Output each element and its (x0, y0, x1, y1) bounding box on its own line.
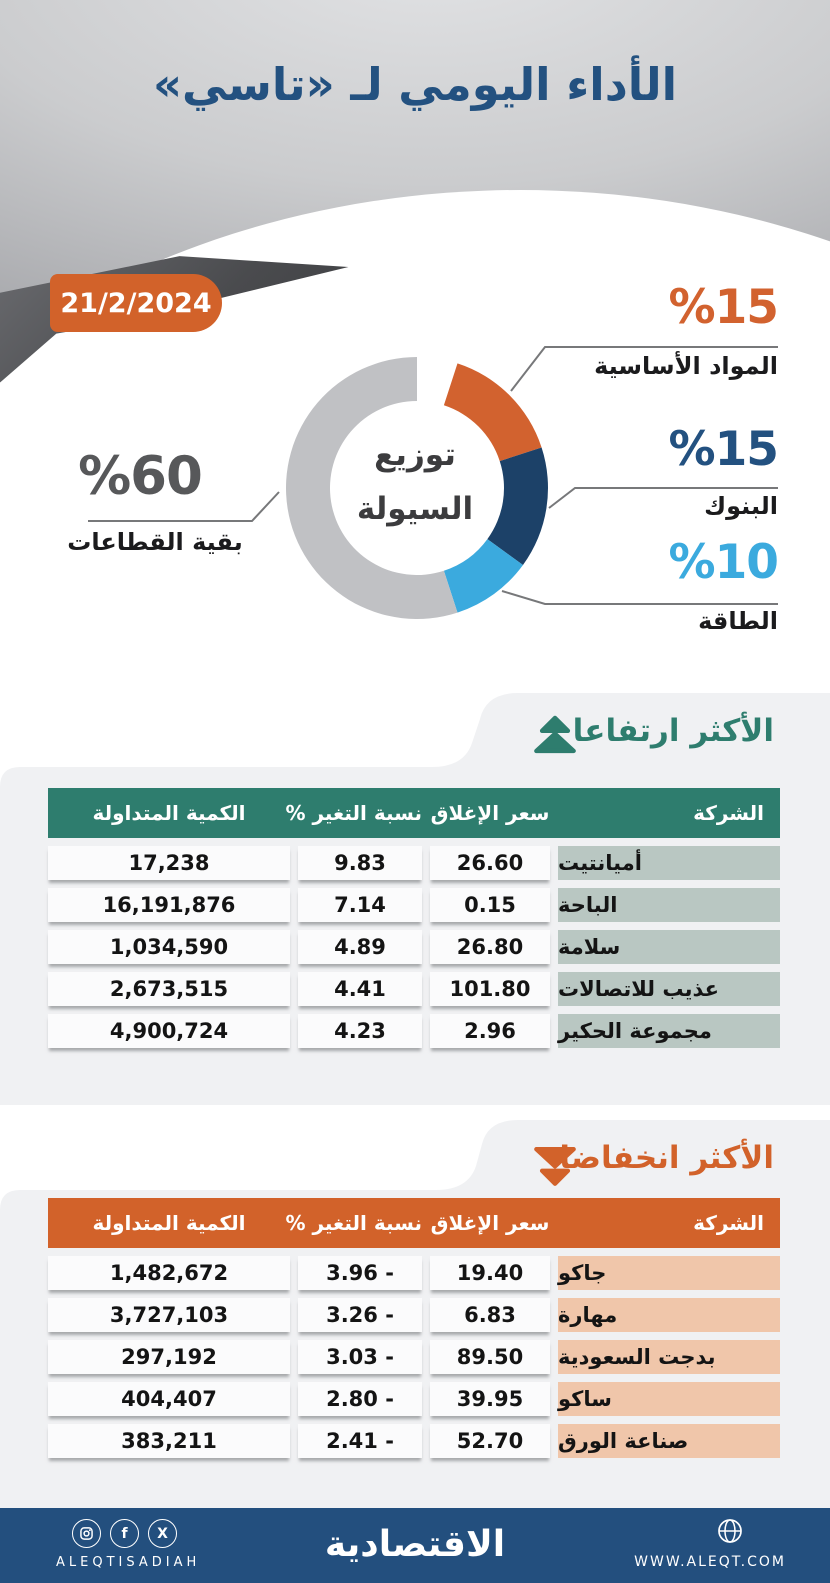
table-row: 2,673,515 4.41 101.80 عذيب للاتصالات (48, 972, 780, 1006)
facebook-icon[interactable]: f (110, 1519, 139, 1548)
slice-value-energy: %10 (668, 535, 779, 590)
top-losers-section: الأكثر انخفاضا الكمية المتداولة نسبة الت… (0, 1120, 830, 1508)
liquidity-donut-chart (286, 357, 548, 619)
column-header-company: الشركة (693, 1211, 764, 1235)
donut-center-line1: توزيع (374, 437, 456, 473)
donut-slice (443, 539, 523, 613)
volume-cell: 17,238 (48, 846, 290, 880)
globe-icon (716, 1517, 744, 1549)
table-row: 3,727,103 3.26 - 6.83 مهارة (48, 1298, 780, 1332)
date-badge: 21/2/2024 (50, 274, 222, 332)
change-cell: 4.23 (298, 1014, 422, 1048)
slice-label-energy: الطاقة (698, 607, 778, 635)
close-price-cell: 101.80 (430, 972, 550, 1006)
slice-value-basic-materials: %15 (668, 280, 779, 335)
column-header-volume: الكمية المتداولة (92, 1211, 246, 1235)
donut-center-line2: السيولة (356, 491, 474, 528)
website-url[interactable]: WWW.ALEQT.COM (634, 1554, 786, 1570)
gainers-table-rows: 17,238 9.83 26.60 أميانتيت 16,191,876 7.… (48, 846, 780, 1056)
volume-cell: 2,673,515 (48, 972, 290, 1006)
gainers-section-title: الأكثر ارتفاعا (572, 713, 774, 749)
close-price-cell: 26.80 (430, 930, 550, 964)
change-cell: 7.14 (298, 888, 422, 922)
slice-label-other-sectors: بقية القطاعات (67, 528, 243, 556)
company-cell: صناعة الورق (558, 1424, 780, 1458)
table-row: 16,191,876 7.14 0.15 الباحة (48, 888, 780, 922)
table-row: 1,034,590 4.89 26.80 سلامة (48, 930, 780, 964)
slice-value-other-sectors: %60 (78, 446, 203, 507)
instagram-icon[interactable] (72, 1519, 101, 1548)
donut-slice (443, 363, 542, 462)
losers-section-title: الأكثر انخفاضا (559, 1140, 774, 1176)
volume-cell: 383,211 (48, 1424, 290, 1458)
close-price-cell: 39.95 (430, 1382, 550, 1416)
change-cell: 3.26 - (298, 1298, 422, 1332)
column-header-change: نسبة التغير % (285, 1211, 422, 1235)
page-title: الأداء اليومي لـ «تاسي» (152, 58, 678, 111)
column-header-close: سعر الإغلاق (430, 801, 550, 825)
change-cell: 9.83 (298, 846, 422, 880)
close-price-cell: 0.15 (430, 888, 550, 922)
top-gainers-section: الأكثر ارتفاعا الكمية المتداولة نسبة الت… (0, 693, 830, 1105)
close-price-cell: 26.60 (430, 846, 550, 880)
company-cell: ساكو (558, 1382, 780, 1416)
brand-logo: الاقتصادية (324, 1524, 506, 1565)
callout-leader-lines (88, 346, 778, 605)
social-handle: ALEQTISADIAH (56, 1555, 201, 1570)
column-header-close: سعر الإغلاق (430, 1211, 550, 1235)
change-cell: 4.89 (298, 930, 422, 964)
company-cell: مجموعة الحكير (558, 1014, 780, 1048)
table-row: 404,407 2.80 - 39.95 ساكو (48, 1382, 780, 1416)
change-cell: 2.80 - (298, 1382, 422, 1416)
change-cell: 2.41 - (298, 1424, 422, 1458)
volume-cell: 297,192 (48, 1340, 290, 1374)
slice-value-banks: %15 (668, 422, 779, 477)
footer-bar: f X ALEQTISADIAH الاقتصادية WWW.ALEQT.CO… (0, 1508, 830, 1583)
donut-center-label: توزيع السيولة (315, 428, 515, 537)
close-price-cell: 19.40 (430, 1256, 550, 1290)
losers-table-header: الكمية المتداولة نسبة التغير % سعر الإغل… (48, 1198, 780, 1248)
table-row: 1,482,672 3.96 - 19.40 جاكو (48, 1256, 780, 1290)
change-cell: 3.03 - (298, 1340, 422, 1374)
company-cell: مهارة (558, 1298, 780, 1332)
change-cell: 4.41 (298, 972, 422, 1006)
table-row: 383,211 2.41 - 52.70 صناعة الورق (48, 1424, 780, 1458)
social-icons: f X (72, 1519, 177, 1548)
company-cell: جاكو (558, 1256, 780, 1290)
slice-label-banks: البنوك (704, 492, 778, 520)
volume-cell: 404,407 (48, 1382, 290, 1416)
volume-cell: 1,034,590 (48, 930, 290, 964)
company-cell: عذيب للاتصالات (558, 972, 780, 1006)
losers-table-rows: 1,482,672 3.96 - 19.40 جاكو 3,727,103 3.… (48, 1256, 780, 1466)
company-cell: أميانتيت (558, 846, 780, 880)
close-price-cell: 2.96 (430, 1014, 550, 1048)
table-row: 4,900,724 4.23 2.96 مجموعة الحكير (48, 1014, 780, 1048)
double-chevron-down-icon (528, 1142, 582, 1192)
company-cell: سلامة (558, 930, 780, 964)
column-header-volume: الكمية المتداولة (92, 801, 246, 825)
donut-slice (487, 447, 548, 565)
gainers-table-header: الكمية المتداولة نسبة التغير % سعر الإغل… (48, 788, 780, 838)
double-chevron-up-icon (528, 715, 582, 765)
x-icon[interactable]: X (148, 1519, 177, 1548)
volume-cell: 4,900,724 (48, 1014, 290, 1048)
volume-cell: 16,191,876 (48, 888, 290, 922)
close-price-cell: 6.83 (430, 1298, 550, 1332)
table-row: 297,192 3.03 - 89.50 بدجت السعودية (48, 1340, 780, 1374)
change-cell: 3.96 - (298, 1256, 422, 1290)
column-header-change: نسبة التغير % (285, 801, 422, 825)
slice-label-basic-materials: المواد الأساسية (594, 352, 778, 380)
donut-slice (286, 357, 458, 619)
column-header-company: الشركة (693, 801, 764, 825)
volume-cell: 1,482,672 (48, 1256, 290, 1290)
company-cell: بدجت السعودية (558, 1340, 780, 1374)
close-price-cell: 52.70 (430, 1424, 550, 1458)
company-cell: الباحة (558, 888, 780, 922)
volume-cell: 3,727,103 (48, 1298, 290, 1332)
table-row: 17,238 9.83 26.60 أميانتيت (48, 846, 780, 880)
close-price-cell: 89.50 (430, 1340, 550, 1374)
